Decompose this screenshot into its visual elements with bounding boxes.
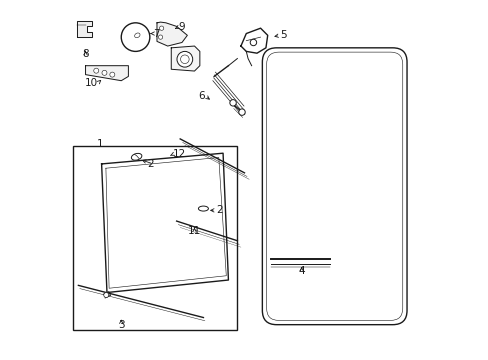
Text: 4: 4	[298, 266, 305, 276]
Text: 8: 8	[82, 49, 89, 59]
Text: 2: 2	[216, 205, 222, 215]
Circle shape	[238, 109, 244, 115]
Circle shape	[229, 100, 236, 106]
Circle shape	[250, 39, 256, 46]
Circle shape	[159, 26, 163, 30]
Text: 7: 7	[153, 28, 160, 39]
Circle shape	[125, 27, 145, 47]
Circle shape	[94, 68, 99, 73]
Circle shape	[102, 70, 107, 75]
Text: 9: 9	[178, 22, 184, 32]
Text: 10: 10	[85, 78, 98, 88]
Text: 3: 3	[118, 320, 124, 330]
Polygon shape	[157, 22, 187, 46]
Circle shape	[130, 31, 141, 43]
Text: 1: 1	[96, 139, 103, 149]
Circle shape	[103, 293, 108, 297]
Circle shape	[177, 51, 192, 67]
Text: 6: 6	[198, 91, 205, 101]
Polygon shape	[241, 28, 267, 53]
Circle shape	[158, 35, 163, 39]
Circle shape	[110, 72, 115, 77]
Text: 11: 11	[187, 226, 201, 236]
Polygon shape	[171, 46, 200, 71]
Text: 12: 12	[173, 149, 186, 159]
Circle shape	[121, 23, 149, 51]
Bar	[73, 146, 237, 330]
Text: 2: 2	[146, 159, 153, 169]
Polygon shape	[85, 66, 128, 81]
Polygon shape	[77, 21, 91, 37]
Ellipse shape	[198, 206, 208, 211]
Ellipse shape	[131, 153, 142, 160]
Text: 5: 5	[280, 30, 286, 40]
